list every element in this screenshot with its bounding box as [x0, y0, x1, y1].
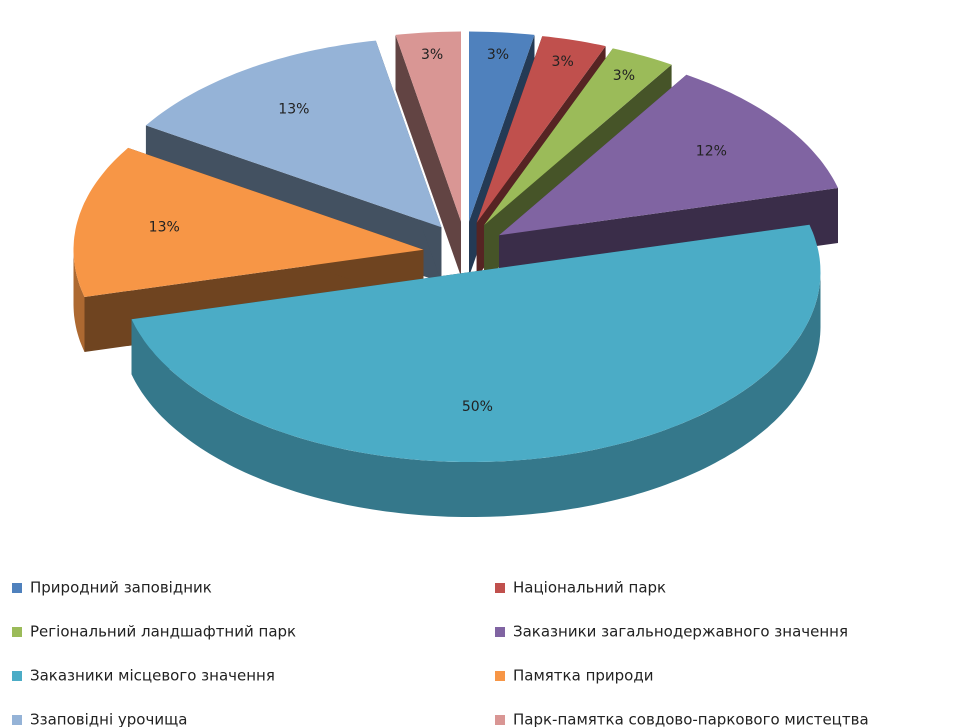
legend-label: Природний заповідник [30, 579, 212, 597]
legend-label: Регіональний ландшафтний парк [30, 623, 296, 641]
slice-top [131, 224, 821, 462]
slice-side [131, 272, 821, 517]
legend-swatch [495, 671, 505, 681]
legend-swatch [495, 583, 505, 593]
slice-wall [395, 34, 461, 277]
slice-top [145, 40, 442, 228]
pie-slice [395, 31, 461, 277]
legend-swatch [12, 627, 22, 637]
data-label: 3% [552, 54, 574, 70]
legend-label: Заказники загальнодержавного значення [513, 623, 848, 641]
slice-top [476, 36, 606, 223]
data-label: 12% [696, 143, 727, 159]
slice-top [484, 48, 672, 226]
legend-label: Заказники місцевого значення [30, 667, 275, 685]
data-label: 3% [487, 47, 509, 63]
slice-top [469, 31, 535, 222]
legend-swatch [495, 715, 505, 725]
data-label: 50% [462, 399, 493, 415]
data-label: 13% [149, 219, 180, 235]
slice-side [73, 249, 85, 352]
legend-label: Національний парк [513, 579, 666, 597]
legend-swatch [12, 583, 22, 593]
legend-swatch [12, 671, 22, 681]
slice-top [73, 147, 424, 297]
legend-swatch [12, 715, 22, 725]
slice-top [395, 31, 461, 222]
legend-label: Ззаповідні урочища [30, 711, 187, 727]
data-label: 3% [613, 68, 635, 84]
legend-swatch [495, 627, 505, 637]
pie-slice [131, 224, 821, 517]
data-label: 3% [421, 47, 443, 63]
slice-top [499, 74, 838, 236]
legend-label: Памятка природи [513, 667, 653, 685]
legend-label: Парк-памятка совдово-паркового мистецтва [513, 711, 869, 727]
data-label: 13% [278, 101, 309, 117]
